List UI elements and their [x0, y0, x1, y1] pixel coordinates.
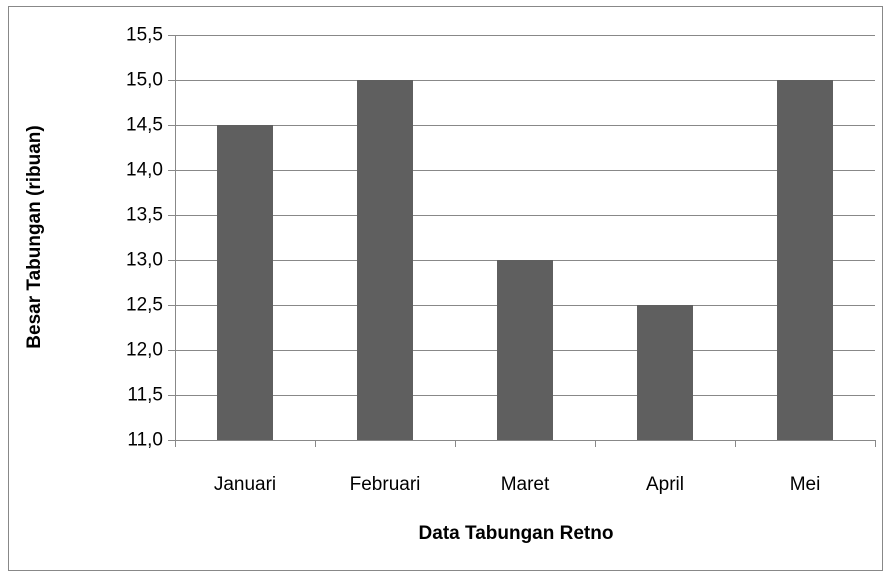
y-tick-label: 13,0: [126, 250, 163, 271]
y-tick-label: 15,5: [126, 25, 163, 46]
y-tick-label: 15,0: [126, 70, 163, 91]
bar: [777, 80, 833, 440]
y-tick-label: 12,5: [126, 295, 163, 316]
y-tick-label: 11,0: [127, 430, 163, 451]
y-tick-label: 13,5: [126, 205, 163, 226]
x-tick-label: Maret: [501, 474, 550, 495]
y-tick-label: 12,0: [126, 340, 163, 361]
x-tick-label: Februari: [350, 474, 421, 495]
x-tick-label: Januari: [214, 474, 276, 495]
bar: [637, 305, 693, 440]
y-tick-label: 14,5: [126, 115, 163, 136]
x-tick-label: April: [646, 474, 684, 495]
y-axis-title: Besar Tabungan (ribuan): [24, 125, 45, 348]
bar: [357, 80, 413, 440]
y-tick-label: 11,5: [127, 385, 163, 406]
chart-border: [8, 6, 883, 571]
bar: [497, 260, 553, 440]
x-axis-title: Data Tabungan Retno: [419, 523, 614, 544]
y-tick-label: 14,0: [126, 160, 163, 181]
x-tick-label: Mei: [790, 474, 821, 495]
bar: [217, 125, 273, 440]
